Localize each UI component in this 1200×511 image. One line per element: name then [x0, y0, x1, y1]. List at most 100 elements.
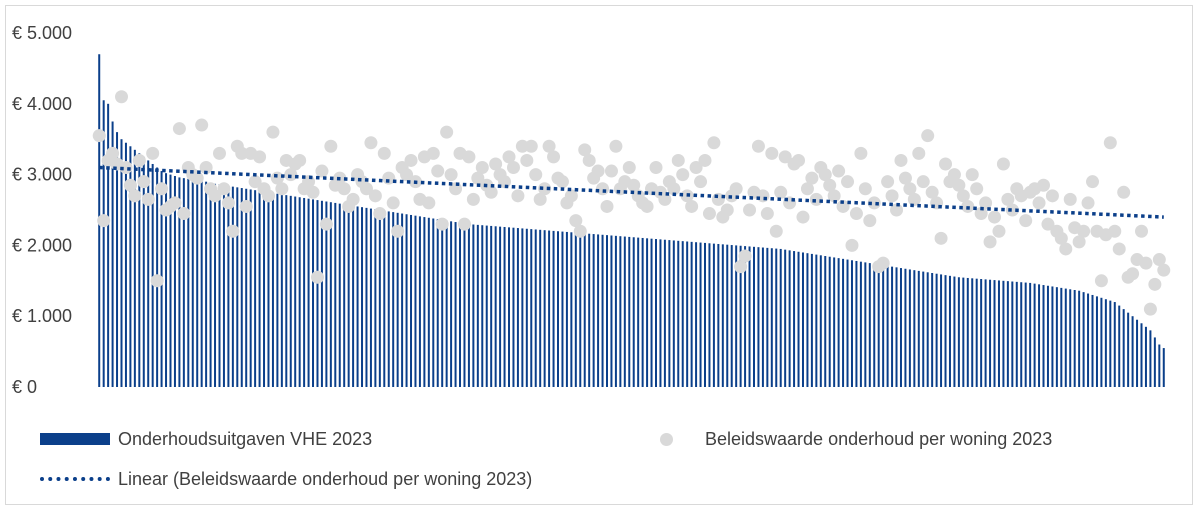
bar	[191, 179, 194, 387]
bar	[824, 256, 827, 387]
bar	[1060, 287, 1063, 387]
bar	[1069, 289, 1072, 387]
scatter-point	[992, 224, 1006, 238]
bar	[1140, 323, 1143, 387]
scatter-point	[996, 157, 1010, 171]
scatter-point	[569, 214, 583, 228]
scatter-point	[248, 175, 262, 189]
bar	[320, 200, 323, 387]
scatter-point	[364, 136, 378, 150]
bar	[209, 183, 212, 387]
bar	[614, 235, 617, 387]
scatter-point	[885, 189, 899, 203]
scatter-point	[520, 153, 534, 167]
scatter-point	[596, 182, 610, 196]
bar	[588, 233, 591, 387]
legend-item-bars: Onderhoudsuitgaven VHE 2023	[40, 428, 372, 450]
scatter-point	[956, 189, 970, 203]
bar	[632, 237, 635, 387]
bar	[378, 210, 381, 387]
trend-series	[99, 165, 1164, 219]
bar	[908, 269, 911, 387]
bar	[196, 180, 199, 387]
bar	[623, 236, 626, 387]
bar	[245, 188, 248, 387]
scatter-point	[671, 153, 685, 167]
bar	[285, 195, 288, 387]
bar	[948, 275, 951, 387]
scatter-point	[119, 161, 133, 175]
bar	[891, 266, 894, 387]
scatter-point	[600, 199, 614, 213]
bar	[218, 184, 221, 387]
scatter-point	[382, 171, 396, 185]
bar	[530, 229, 533, 387]
y-axis-ticks: € 0 € 1.000 € 2.000 € 3.000 € 4.000 € 5.000	[12, 23, 72, 397]
legend-bar-label: Onderhoudsuitgaven VHE 2023	[118, 428, 373, 449]
legend-trend-swatch	[40, 477, 110, 482]
bar	[744, 246, 747, 387]
bar	[200, 180, 203, 387]
bar	[695, 242, 698, 387]
bar	[1162, 348, 1165, 387]
bar	[222, 185, 225, 387]
scatter-point	[128, 189, 142, 203]
scatter-point	[1081, 196, 1095, 210]
bar	[868, 263, 871, 387]
bar	[329, 202, 332, 387]
bar	[1136, 319, 1139, 387]
bar	[347, 205, 350, 387]
bar	[441, 219, 444, 387]
bar	[548, 230, 551, 387]
bar	[686, 241, 689, 387]
bar	[258, 190, 261, 387]
scatter-point	[1032, 196, 1046, 210]
scatter-point	[284, 168, 298, 182]
scatter-point	[778, 150, 792, 164]
bar	[1109, 300, 1112, 387]
bar	[236, 187, 239, 387]
bar	[779, 248, 782, 387]
scatter-point	[377, 146, 391, 160]
bar	[637, 237, 640, 387]
scatter-point	[1108, 224, 1122, 238]
bar	[922, 271, 925, 387]
bar	[534, 229, 537, 387]
bar	[512, 227, 515, 387]
scatter-point	[337, 182, 351, 196]
bar	[971, 278, 974, 387]
bar	[374, 209, 377, 387]
bar	[1055, 287, 1058, 387]
scatter-point	[511, 189, 525, 203]
bar	[459, 222, 462, 387]
scatter-point	[765, 146, 779, 160]
bar	[151, 163, 154, 387]
bar	[102, 100, 105, 387]
scatter-point	[435, 217, 449, 231]
bar	[735, 245, 738, 387]
bar	[966, 277, 969, 387]
bar	[1046, 285, 1049, 387]
bar	[414, 215, 417, 387]
bar	[1042, 285, 1045, 387]
scatter-series	[92, 90, 1171, 316]
bar	[962, 277, 965, 387]
scatter-point	[907, 192, 921, 206]
scatter-point	[796, 210, 810, 224]
bar	[886, 265, 889, 387]
scatter-point	[431, 164, 445, 178]
bar	[646, 238, 649, 387]
bar	[169, 174, 172, 387]
scatter-point	[1059, 242, 1073, 256]
bar	[490, 225, 493, 387]
bar	[343, 204, 346, 387]
bar	[107, 103, 110, 388]
bar	[147, 160, 150, 387]
scatter-point	[858, 182, 872, 196]
bar	[182, 178, 185, 387]
scatter-point	[1054, 231, 1068, 245]
bar	[1002, 280, 1005, 387]
bar	[628, 236, 631, 387]
scatter-point	[1037, 178, 1051, 192]
bar	[214, 183, 217, 387]
